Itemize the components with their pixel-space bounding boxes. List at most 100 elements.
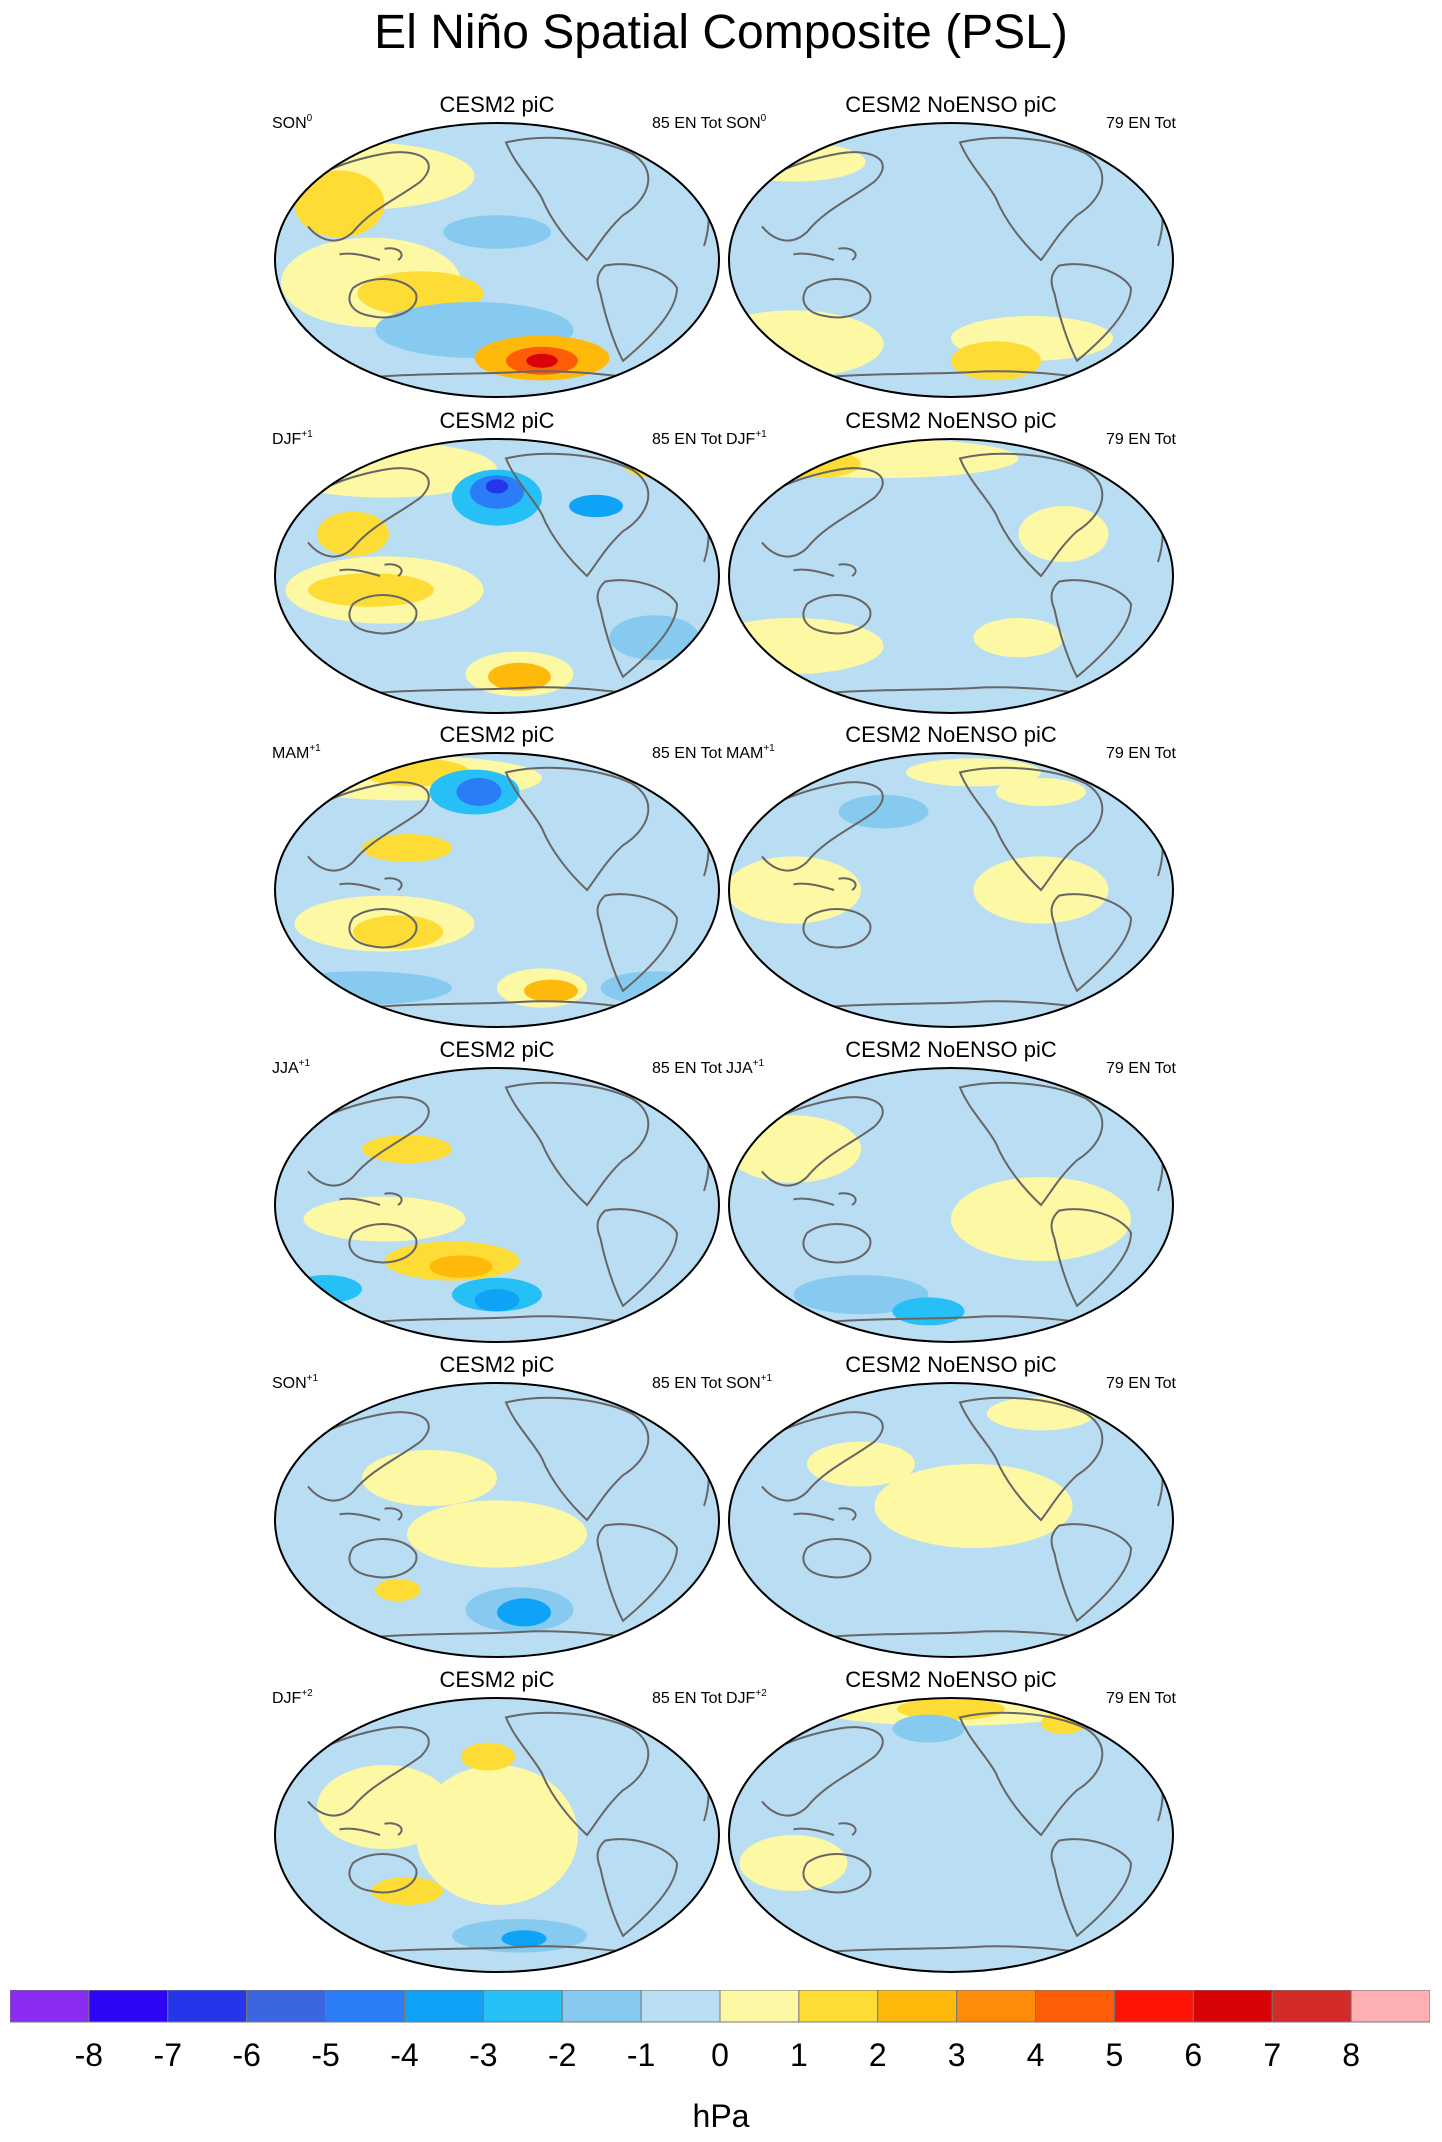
coastline	[280, 1411, 430, 1502]
season-label: DJF+2	[272, 1689, 313, 1709]
coastline	[348, 1538, 418, 1579]
coastline	[793, 1000, 1109, 1012]
psl-contour-region	[892, 1714, 965, 1743]
season-year-offset: +2	[301, 1688, 313, 1699]
coastline	[339, 1512, 381, 1521]
psl-contour-region	[807, 1441, 915, 1487]
psl-contour-region	[609, 615, 700, 660]
coastline	[596, 1523, 679, 1623]
colorbar-units-label: hPa	[692, 2098, 750, 2134]
map-outline	[728, 438, 1174, 714]
psl-contour-region	[1018, 506, 1109, 562]
psl-contour-region	[906, 758, 1041, 787]
coastline	[648, 1392, 681, 1416]
season-label: DJF+1	[726, 430, 767, 450]
colorbar-tick: -5	[311, 2037, 340, 2073]
map-panel: CESM2 NoENSO piC DJF+2 79 EN Tot	[726, 1667, 1176, 1997]
season-name: SON	[726, 1375, 761, 1392]
coastline	[802, 594, 872, 635]
coastline	[280, 151, 430, 242]
colorbar-bin	[640, 1990, 721, 2023]
coastline	[280, 781, 430, 872]
coastline	[1050, 579, 1133, 679]
coastline	[596, 1208, 679, 1308]
panel-title: CESM2 NoENSO piC	[845, 1352, 1057, 1377]
event-count-label: 79 EN Tot	[1106, 1375, 1176, 1392]
psl-contour-region	[497, 1598, 551, 1627]
psl-contour-region	[488, 662, 551, 691]
psl-contour-region	[996, 778, 1086, 806]
coastline	[958, 766, 1104, 892]
season-label: SON0	[272, 114, 312, 134]
panel-title: CESM2 piC	[439, 408, 555, 433]
coastline	[793, 1512, 835, 1521]
coastline	[648, 1707, 681, 1731]
coastline	[838, 563, 857, 577]
psl-contour-region	[294, 170, 385, 238]
coastline	[802, 1853, 872, 1894]
map-outline	[728, 1382, 1174, 1658]
map-panel: CESM2 NoENSO piC JJA+1 79 EN Tot	[726, 1037, 1176, 1367]
event-count-label: 85 EN Tot	[652, 1690, 722, 1707]
map-plot	[728, 1382, 1174, 1658]
event-count-label: 85 EN Tot	[652, 1060, 722, 1077]
colorbar-tick: 5	[1105, 2037, 1124, 2073]
psl-contour-region	[739, 1835, 848, 1891]
colorbar-tick: 4	[1026, 2037, 1045, 2073]
map-panel: CESM2 piC MAM+1 85 EN Tot	[272, 722, 722, 1052]
psl-contour-region	[951, 1177, 1131, 1261]
colorbar-bin	[1035, 1990, 1115, 2023]
psl-contour-region	[729, 856, 861, 924]
coastline	[348, 594, 418, 635]
colorbar-bin	[1271, 1990, 1352, 2023]
psl-contour-region	[456, 778, 502, 806]
coastline	[838, 1822, 857, 1836]
coastline	[596, 263, 679, 363]
coastline	[596, 893, 679, 993]
panel-title: CESM2 piC	[439, 722, 555, 747]
map-plot	[274, 1382, 720, 1658]
coastline	[348, 1223, 418, 1264]
coastline	[793, 568, 835, 577]
psl-contour-region	[308, 573, 434, 607]
coastline	[958, 1711, 1104, 1837]
event-count-label: 85 EN Tot	[652, 745, 722, 762]
coastline	[339, 1315, 655, 1327]
season-year-offset: +1	[309, 743, 321, 754]
map-outline	[728, 752, 1174, 1028]
colorbar-tick: 7	[1263, 2037, 1282, 2073]
colorbar-bin	[246, 1990, 327, 2023]
coastline	[838, 1507, 857, 1521]
coastline	[1102, 1392, 1135, 1416]
coastline	[504, 136, 650, 262]
coastline	[1102, 762, 1135, 786]
coastline	[1102, 1707, 1135, 1731]
coastline	[1102, 132, 1135, 156]
colorbar-bin	[1192, 1990, 1273, 2023]
colorbar	[10, 1990, 1430, 2023]
coastline	[958, 1396, 1104, 1522]
coastline	[1050, 263, 1133, 363]
map-panel: CESM2 piC DJF+2 85 EN Tot	[272, 1667, 722, 1997]
coastline	[838, 1192, 857, 1206]
colorbar-bin	[325, 1990, 405, 2023]
season-name: DJF	[726, 1690, 756, 1707]
map-background-field	[729, 123, 1173, 397]
colorbar-tick: 8	[1342, 2037, 1360, 2073]
map-background-field	[729, 1698, 1173, 1972]
psl-contour-region	[987, 1396, 1095, 1431]
colorbar-tick: -4	[390, 2037, 419, 2073]
map-panel: CESM2 piC DJF+1 85 EN Tot	[272, 408, 722, 738]
season-name: SON	[272, 1375, 307, 1392]
coastline	[339, 1197, 381, 1206]
psl-contour-region	[524, 979, 578, 1002]
map-plot	[728, 438, 1174, 714]
season-year-offset: 0	[760, 113, 767, 124]
coastline	[1102, 448, 1135, 472]
coastline	[734, 151, 884, 242]
coastline	[504, 1711, 650, 1837]
map-plot	[728, 1697, 1174, 1973]
season-name: SON	[726, 115, 761, 132]
coastline	[348, 908, 418, 949]
map-panel: CESM2 NoENSO piC DJF+1 79 EN Tot	[726, 408, 1176, 738]
